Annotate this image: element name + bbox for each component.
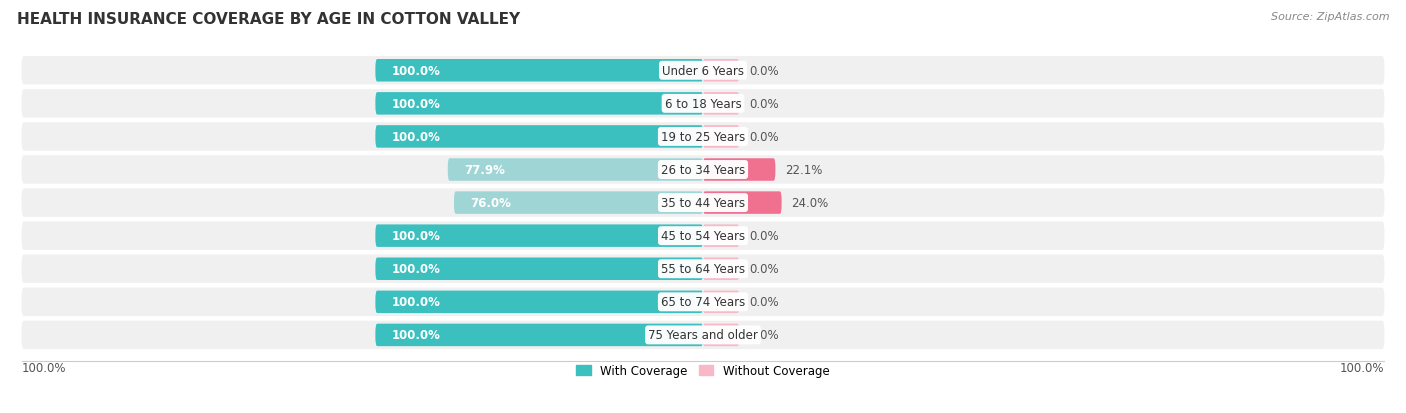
Text: 19 to 25 Years: 19 to 25 Years xyxy=(661,131,745,144)
Text: 35 to 44 Years: 35 to 44 Years xyxy=(661,197,745,209)
Text: 100.0%: 100.0% xyxy=(392,296,440,309)
Text: 0.0%: 0.0% xyxy=(749,97,779,111)
FancyBboxPatch shape xyxy=(21,156,1385,184)
FancyBboxPatch shape xyxy=(703,93,740,115)
Text: 100.0%: 100.0% xyxy=(392,64,440,78)
FancyBboxPatch shape xyxy=(375,291,703,313)
Text: 45 to 54 Years: 45 to 54 Years xyxy=(661,230,745,242)
Text: 0.0%: 0.0% xyxy=(749,230,779,242)
FancyBboxPatch shape xyxy=(703,225,740,247)
Text: Under 6 Years: Under 6 Years xyxy=(662,64,744,78)
Text: 6 to 18 Years: 6 to 18 Years xyxy=(665,97,741,111)
FancyBboxPatch shape xyxy=(703,159,775,181)
Text: HEALTH INSURANCE COVERAGE BY AGE IN COTTON VALLEY: HEALTH INSURANCE COVERAGE BY AGE IN COTT… xyxy=(17,12,520,27)
Text: 100.0%: 100.0% xyxy=(21,362,66,375)
Text: 0.0%: 0.0% xyxy=(749,64,779,78)
Text: 55 to 64 Years: 55 to 64 Years xyxy=(661,263,745,275)
Text: 26 to 34 Years: 26 to 34 Years xyxy=(661,164,745,177)
Text: 22.1%: 22.1% xyxy=(785,164,823,177)
FancyBboxPatch shape xyxy=(21,321,1385,349)
Text: 0.0%: 0.0% xyxy=(749,296,779,309)
FancyBboxPatch shape xyxy=(703,258,740,280)
Text: 0.0%: 0.0% xyxy=(749,263,779,275)
Text: 65 to 74 Years: 65 to 74 Years xyxy=(661,296,745,309)
Text: 24.0%: 24.0% xyxy=(792,197,828,209)
FancyBboxPatch shape xyxy=(375,225,703,247)
FancyBboxPatch shape xyxy=(375,126,703,148)
Text: 100.0%: 100.0% xyxy=(1340,362,1385,375)
Text: 0.0%: 0.0% xyxy=(749,329,779,342)
Text: Source: ZipAtlas.com: Source: ZipAtlas.com xyxy=(1271,12,1389,22)
Text: 0.0%: 0.0% xyxy=(749,131,779,144)
FancyBboxPatch shape xyxy=(21,57,1385,85)
FancyBboxPatch shape xyxy=(21,123,1385,151)
Text: 100.0%: 100.0% xyxy=(392,263,440,275)
FancyBboxPatch shape xyxy=(21,288,1385,316)
Text: 100.0%: 100.0% xyxy=(392,230,440,242)
FancyBboxPatch shape xyxy=(447,159,703,181)
FancyBboxPatch shape xyxy=(375,60,703,82)
FancyBboxPatch shape xyxy=(21,189,1385,217)
FancyBboxPatch shape xyxy=(703,126,740,148)
FancyBboxPatch shape xyxy=(21,255,1385,283)
FancyBboxPatch shape xyxy=(21,222,1385,250)
Legend: With Coverage, Without Coverage: With Coverage, Without Coverage xyxy=(572,359,834,382)
FancyBboxPatch shape xyxy=(375,93,703,115)
FancyBboxPatch shape xyxy=(375,258,703,280)
Text: 100.0%: 100.0% xyxy=(392,131,440,144)
Text: 100.0%: 100.0% xyxy=(392,97,440,111)
Text: 76.0%: 76.0% xyxy=(471,197,512,209)
FancyBboxPatch shape xyxy=(375,324,703,347)
FancyBboxPatch shape xyxy=(703,60,740,82)
Text: 100.0%: 100.0% xyxy=(392,329,440,342)
Text: 77.9%: 77.9% xyxy=(464,164,505,177)
FancyBboxPatch shape xyxy=(454,192,703,214)
Text: 75 Years and older: 75 Years and older xyxy=(648,329,758,342)
FancyBboxPatch shape xyxy=(703,192,782,214)
FancyBboxPatch shape xyxy=(703,291,740,313)
FancyBboxPatch shape xyxy=(703,324,740,347)
FancyBboxPatch shape xyxy=(21,90,1385,118)
